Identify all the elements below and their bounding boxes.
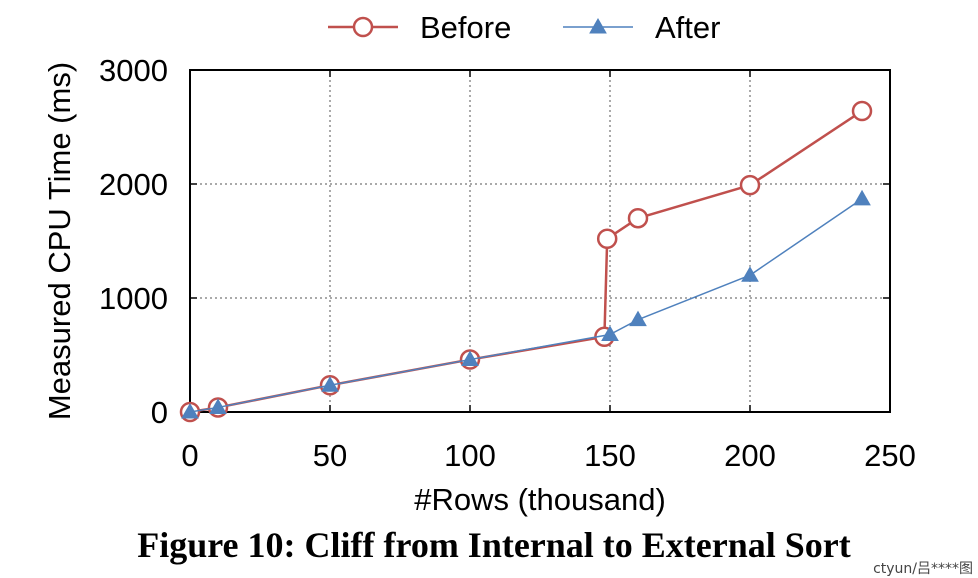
legend-item-after: After [563,10,720,45]
y-tick-label: 0 [151,395,168,430]
y-axis-title: Measured CPU Time (ms) [42,62,77,420]
data-point-before [596,228,618,249]
data-point-before [851,100,873,122]
legend: Before After [328,10,720,45]
series-line-before [189,109,863,414]
legend-marker-after [589,17,607,34]
data-point-before [739,174,761,196]
data-point-after [461,350,479,367]
figure-caption: Figure 10: Cliff from Internal to Extern… [137,525,851,565]
grid [190,70,890,412]
plot-frame [189,69,891,413]
data-point-after [601,325,619,341]
series-after [181,189,871,419]
x-tick-label: 0 [181,438,198,473]
y-tick-label: 3000 [99,53,168,88]
data-point-before [627,207,649,229]
data-point-after [321,376,339,392]
data-point-after [629,310,647,327]
legend-marker-before [352,16,374,38]
data-point-after [853,189,871,206]
y-tick-label: 1000 [99,281,168,316]
x-axis-title: #Rows (thousand) [414,482,666,517]
legend-item-before: Before [328,10,511,45]
series-layer [179,100,873,423]
data-point-after [741,266,759,282]
x-tick-label: 50 [313,438,347,473]
legend-label-before: Before [420,10,511,45]
x-tick-label: 250 [864,438,916,473]
series-before [179,100,873,423]
legend-label-after: After [655,10,720,45]
x-tick-label: 150 [584,438,636,473]
watermark: ctyun/吕****图 [873,561,973,577]
y-tick-label: 2000 [99,167,168,202]
data-point-after [209,398,227,414]
data-point-after [181,402,199,419]
series-line-after [189,198,863,413]
axis-ticks: 0 50 100 150 200 250 0 1000 2000 3000 [99,53,916,473]
x-tick-label: 200 [724,438,776,473]
x-tick-label: 100 [444,438,496,473]
